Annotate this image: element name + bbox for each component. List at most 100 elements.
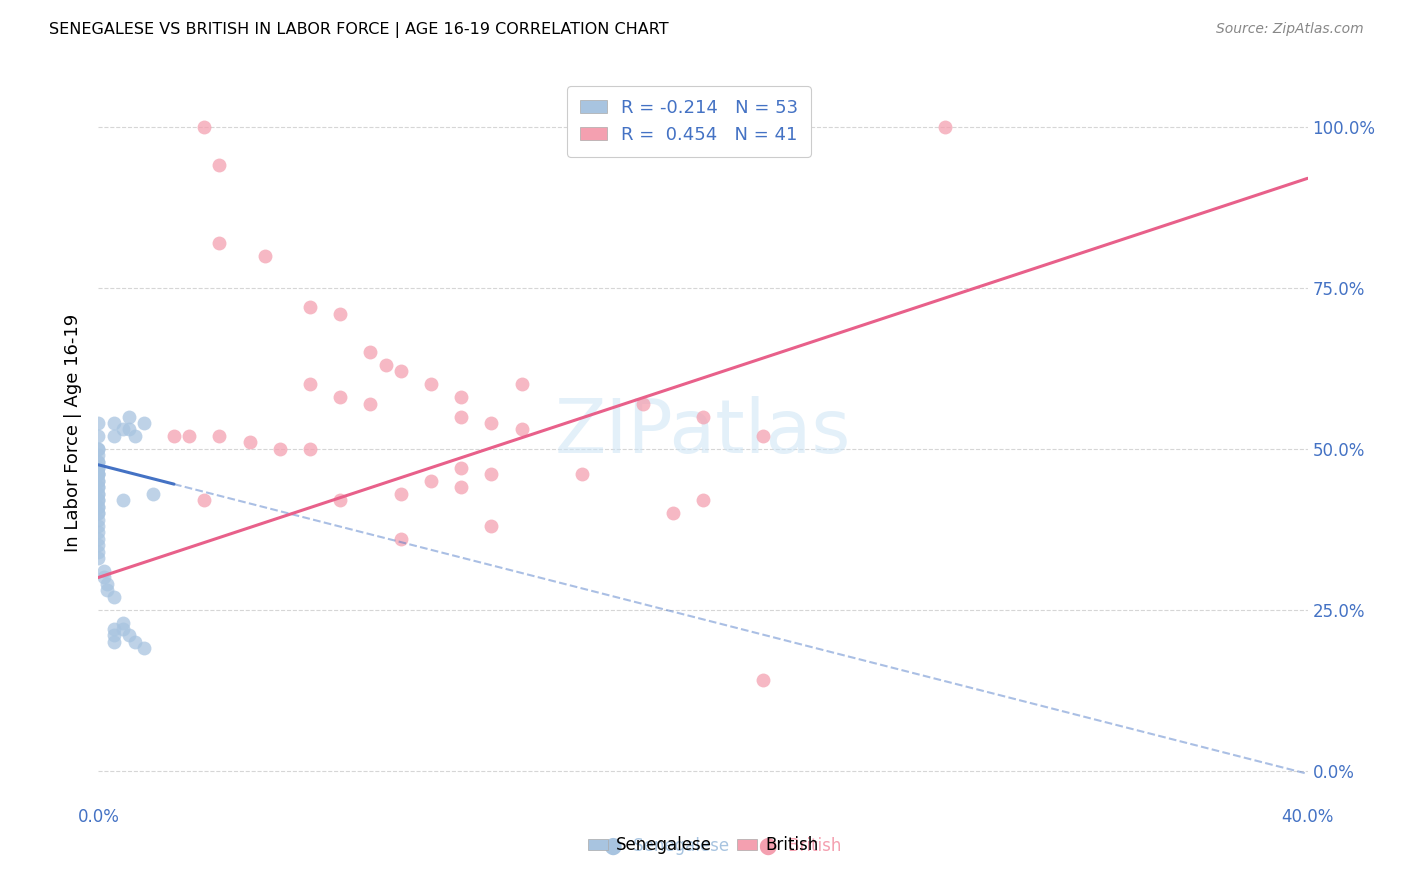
Point xyxy=(752,429,775,443)
Point xyxy=(111,422,134,436)
Point xyxy=(87,454,110,468)
Point xyxy=(96,577,118,591)
Point xyxy=(142,487,165,501)
Point xyxy=(269,442,291,456)
Point xyxy=(752,673,775,688)
Point xyxy=(193,120,215,134)
Point xyxy=(132,641,155,656)
Point xyxy=(87,461,110,475)
Point xyxy=(96,583,118,598)
Point xyxy=(103,416,125,430)
Point xyxy=(111,622,134,636)
Point xyxy=(450,390,472,404)
Point xyxy=(87,525,110,540)
Point xyxy=(389,364,412,378)
Point xyxy=(87,480,110,494)
Point xyxy=(111,615,134,630)
Point xyxy=(253,249,276,263)
Point xyxy=(179,429,201,443)
Point xyxy=(103,628,125,642)
Point xyxy=(481,519,503,533)
Point xyxy=(87,506,110,520)
Point xyxy=(87,493,110,508)
Point xyxy=(661,506,683,520)
Point xyxy=(208,158,231,172)
Point xyxy=(299,377,322,392)
Point xyxy=(87,467,110,482)
Point xyxy=(163,429,186,443)
Point xyxy=(87,461,110,475)
Point xyxy=(93,570,115,584)
Point xyxy=(450,461,472,475)
Point xyxy=(329,493,352,508)
Point xyxy=(118,422,141,436)
Point xyxy=(934,120,956,134)
Point xyxy=(87,448,110,462)
Point xyxy=(389,532,412,546)
Point xyxy=(692,409,714,424)
Point xyxy=(450,480,472,494)
Point xyxy=(87,519,110,533)
Point xyxy=(93,564,115,578)
Text: ZIPatlas: ZIPatlas xyxy=(555,396,851,469)
Point xyxy=(87,500,110,514)
Point xyxy=(87,474,110,488)
Point xyxy=(389,487,412,501)
Point xyxy=(329,390,352,404)
Point xyxy=(450,409,472,424)
Point xyxy=(111,493,134,508)
Text: ⬤  Senegalese: ⬤ Senegalese xyxy=(605,837,730,855)
Point xyxy=(87,467,110,482)
Point xyxy=(103,635,125,649)
Point xyxy=(87,512,110,526)
Point xyxy=(87,500,110,514)
Point xyxy=(87,487,110,501)
Point xyxy=(103,429,125,443)
Point xyxy=(87,480,110,494)
Point xyxy=(208,429,231,443)
Text: ⬤  British: ⬤ British xyxy=(759,837,841,855)
Point xyxy=(193,493,215,508)
Point xyxy=(87,487,110,501)
Point xyxy=(329,306,352,320)
Point xyxy=(87,474,110,488)
Point xyxy=(631,397,654,411)
Point xyxy=(103,590,125,604)
Point xyxy=(87,442,110,456)
Point xyxy=(571,467,593,482)
Point xyxy=(692,493,714,508)
Point xyxy=(87,416,110,430)
Point xyxy=(239,435,262,450)
Point xyxy=(118,628,141,642)
Point xyxy=(481,467,503,482)
Point xyxy=(208,235,231,250)
Point xyxy=(87,545,110,559)
Point xyxy=(87,454,110,468)
Point xyxy=(87,493,110,508)
Point xyxy=(124,635,146,649)
Point xyxy=(87,551,110,566)
Point xyxy=(481,416,503,430)
Point xyxy=(420,377,443,392)
Point xyxy=(420,474,443,488)
Point xyxy=(87,532,110,546)
Point xyxy=(118,409,141,424)
Point xyxy=(87,506,110,520)
Point xyxy=(87,538,110,552)
Point xyxy=(299,442,322,456)
Point xyxy=(374,358,396,372)
Point xyxy=(87,442,110,456)
Point xyxy=(360,345,382,359)
Point xyxy=(360,397,382,411)
Y-axis label: In Labor Force | Age 16-19: In Labor Force | Age 16-19 xyxy=(65,313,83,552)
Point xyxy=(299,300,322,314)
Point xyxy=(510,422,533,436)
Legend: Senegalese, British: Senegalese, British xyxy=(581,830,825,861)
Point xyxy=(132,416,155,430)
Point xyxy=(87,429,110,443)
Point xyxy=(103,622,125,636)
Point xyxy=(124,429,146,443)
Point xyxy=(510,377,533,392)
Text: SENEGALESE VS BRITISH IN LABOR FORCE | AGE 16-19 CORRELATION CHART: SENEGALESE VS BRITISH IN LABOR FORCE | A… xyxy=(49,22,669,38)
Text: Source: ZipAtlas.com: Source: ZipAtlas.com xyxy=(1216,22,1364,37)
